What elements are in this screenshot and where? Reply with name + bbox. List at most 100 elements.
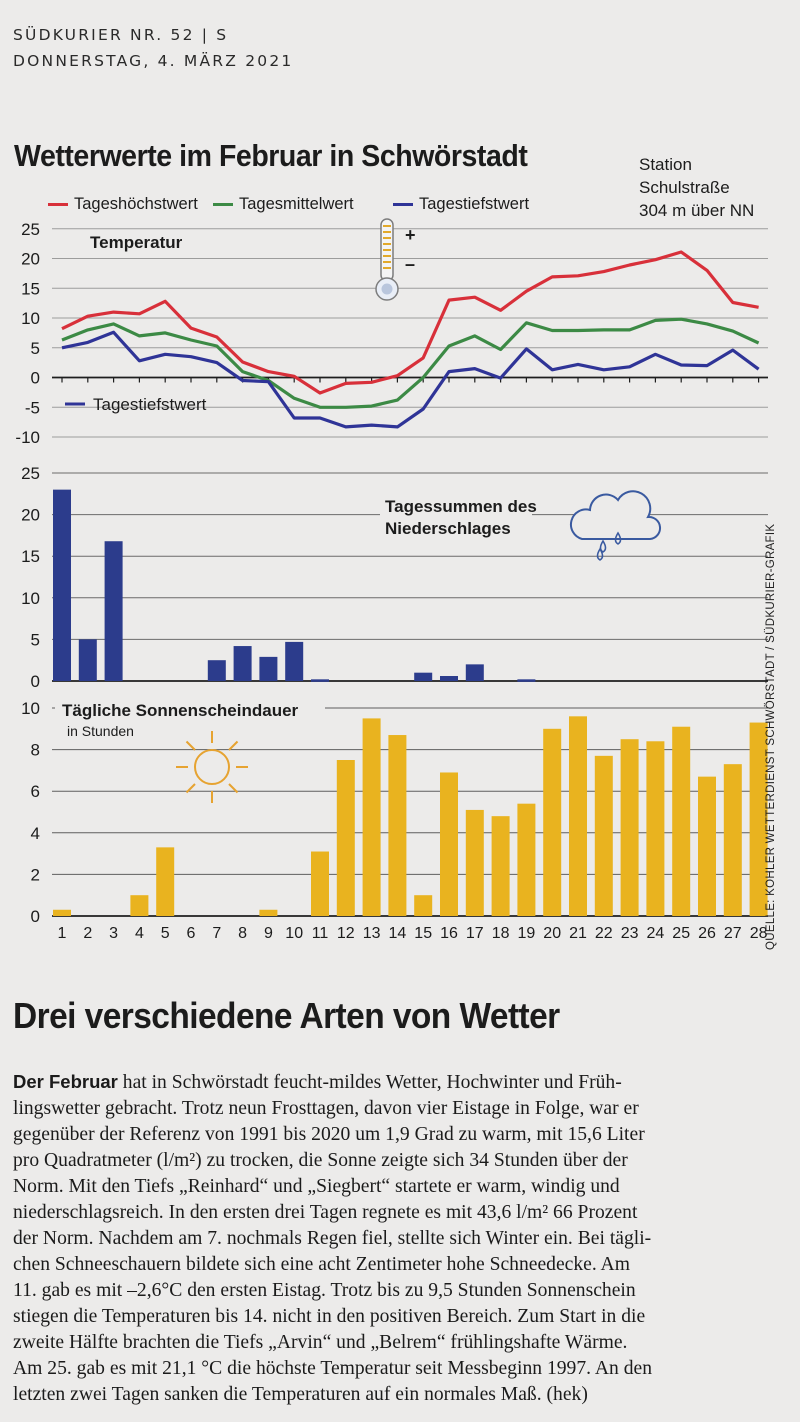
legend-swatch-min — [393, 203, 413, 206]
sun-bar — [543, 728, 562, 916]
raindrop — [599, 539, 607, 553]
precip-y-tick-label: 0 — [31, 672, 40, 691]
sun-y-tick-label: 4 — [31, 824, 40, 843]
x-tick-label: 28 — [750, 925, 768, 942]
sun-ray — [228, 740, 239, 751]
x-tick-label: 9 — [264, 925, 273, 942]
weather-chart: 2520151050-5-10TemperaturTagestiefstwert… — [15, 218, 768, 942]
sun-bar — [620, 739, 639, 916]
x-tick-label: 12 — [337, 925, 355, 942]
sun-subtitle: in Stunden — [67, 723, 134, 739]
sun-bar — [517, 803, 536, 916]
temp-y-tick-label: 10 — [21, 309, 40, 328]
series-line-max — [61, 250, 759, 395]
legend-label-max: Tageshöchstwert — [74, 195, 198, 213]
raindrop — [614, 531, 622, 545]
x-tick-label: 16 — [440, 925, 458, 942]
article-headline: Drei verschiedene Arten von Wetter — [13, 995, 560, 1036]
precip-bar — [259, 656, 278, 681]
article-line: letzten zwei Tagen sanken die Temperatur… — [13, 1384, 588, 1405]
sun-bar — [336, 760, 355, 916]
precip-bar — [465, 664, 484, 681]
inline-series-label: Tagestiefstwert — [93, 395, 207, 414]
sun-disc — [194, 749, 230, 785]
article-line-text: hat in Schwörstadt feucht-mildes Wetter,… — [117, 1072, 622, 1093]
sun-y-tick-label: 2 — [31, 865, 40, 884]
source-credit: QUELLE: KOHLER WETTERDIENST SCHWÖRSTADT … — [765, 523, 777, 950]
precip-bar — [414, 672, 433, 681]
precip-bar — [104, 541, 123, 681]
sun-bar — [723, 764, 742, 916]
sun-ray — [185, 740, 196, 751]
sun-bar — [259, 909, 278, 916]
masthead-date: DONNERSTAG, 4. MÄRZ 2021 — [13, 52, 294, 70]
precip-y-tick-label: 15 — [21, 547, 40, 566]
sun-bar — [491, 816, 510, 916]
temp-y-tick-label: 5 — [31, 339, 40, 358]
rain-cloud-icon — [569, 490, 662, 561]
precip-title-line1: Tagessummen des — [385, 497, 537, 516]
sun-bar — [362, 718, 381, 916]
sun-y-tick-label: 8 — [31, 741, 40, 760]
x-tick-label: 13 — [363, 925, 381, 942]
x-tick-label: 15 — [414, 925, 432, 942]
article-line: Der Februar hat in Schwörstadt feucht-mi… — [13, 1069, 783, 1096]
precip-bar — [78, 639, 97, 681]
article-line: zweite Hälfte brachten die Tiefs „Arvin“… — [13, 1332, 628, 1353]
article-line: chen Schneeschauern bildete sich eine ac… — [13, 1254, 630, 1275]
x-tick-label: 6 — [187, 925, 196, 942]
masthead-issue: SÜDKURIER NR. 52 | S — [13, 26, 229, 44]
temp-panel-title: Temperatur — [90, 233, 183, 252]
station-line: 304 m über NN — [639, 201, 755, 220]
precip-title-line2: Niederschlages — [385, 519, 511, 538]
sun-title-backdrop — [55, 693, 325, 741]
sun-bar — [388, 735, 407, 916]
article-line: stiegen die Temperaturen bis 14. nicht i… — [13, 1306, 646, 1327]
precip-bar — [311, 679, 329, 682]
legend-label-min: Tagestiefstwert — [419, 195, 530, 213]
x-tick-label: 25 — [672, 925, 690, 942]
sun-bar — [465, 809, 484, 916]
sun-title: Tägliche Sonnenscheindauer — [62, 701, 299, 720]
thermometer-icon — [375, 218, 399, 301]
masthead: SÜDKURIER NR. 52 | S DONNERSTAG, 4. MÄRZ… — [13, 22, 293, 74]
article-lead: Der Februar — [13, 1071, 118, 1092]
temp-y-tick-label: 25 — [21, 220, 40, 239]
sun-bar — [53, 909, 71, 916]
x-tick-label: 8 — [238, 925, 247, 942]
sun-bar — [311, 851, 329, 916]
temp-y-tick-label: 0 — [31, 369, 40, 388]
precip-bar — [207, 660, 226, 681]
precip-bar — [440, 676, 458, 681]
sun-bar — [156, 847, 175, 916]
x-tick-label: 22 — [595, 925, 613, 942]
x-tick-label: 10 — [285, 925, 303, 942]
series-line-mean — [61, 317, 760, 409]
precip-y-tick-label: 10 — [21, 589, 40, 608]
x-tick-label: 3 — [109, 925, 118, 942]
temp-y-tick-label: -10 — [15, 428, 40, 447]
article-line: gegenüber der Referenz von 1991 bis 2020… — [13, 1124, 645, 1145]
sun-bar — [698, 776, 716, 916]
sun-icon — [176, 731, 248, 803]
article-line: Norm. Mit den Tiefs „Reinhard“ und „Sieg… — [13, 1176, 620, 1197]
thermometer-minus-sign: – — [405, 254, 415, 274]
x-tick-label: 1 — [58, 925, 67, 942]
sun-ray — [228, 783, 239, 794]
x-tick-label: 14 — [389, 925, 407, 942]
article-line: 11. gab es mit –2,6°C den ersten Eistag.… — [13, 1280, 636, 1301]
legend-item-mean: Tagesmittelwert — [213, 195, 354, 214]
legend-item-min: Tagestiefstwert — [393, 195, 529, 214]
x-tick-label: 20 — [543, 925, 561, 942]
station-line: Station — [639, 155, 692, 174]
article-line: Am 25. gab es mit 21,1 °C die höchste Te… — [13, 1358, 652, 1379]
x-tick-label: 27 — [724, 925, 742, 942]
sun-bar — [672, 726, 691, 916]
sun-y-tick-label: 10 — [21, 699, 40, 718]
precip-y-tick-label: 25 — [21, 464, 40, 483]
x-tick-label: 24 — [647, 925, 665, 942]
x-tick-label: 5 — [161, 925, 170, 942]
precip-bar — [517, 679, 536, 682]
sun-bar — [569, 716, 587, 916]
thermometer-plus-sign: + — [405, 225, 416, 245]
